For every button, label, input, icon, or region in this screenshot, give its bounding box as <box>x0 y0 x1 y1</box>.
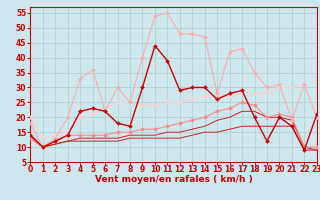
X-axis label: Vent moyen/en rafales ( km/h ): Vent moyen/en rafales ( km/h ) <box>95 175 252 184</box>
